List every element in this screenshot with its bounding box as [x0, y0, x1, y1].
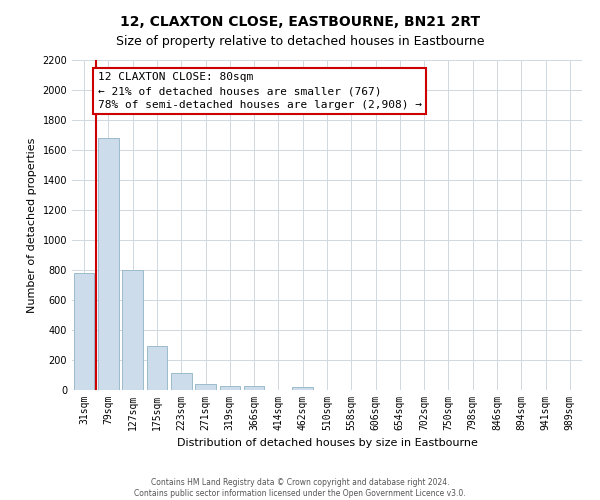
X-axis label: Distribution of detached houses by size in Eastbourne: Distribution of detached houses by size … [176, 438, 478, 448]
Bar [122, 270, 143, 390]
Text: 12, CLAXTON CLOSE, EASTBOURNE, BN21 2RT: 12, CLAXTON CLOSE, EASTBOURNE, BN21 2RT [120, 15, 480, 29]
Bar [195, 384, 216, 390]
Bar [220, 386, 240, 390]
Bar [244, 386, 265, 390]
Bar [74, 273, 94, 390]
Bar [98, 138, 119, 390]
Bar [292, 386, 313, 390]
Y-axis label: Number of detached properties: Number of detached properties [27, 138, 37, 312]
Text: Size of property relative to detached houses in Eastbourne: Size of property relative to detached ho… [116, 35, 484, 48]
Text: Contains HM Land Registry data © Crown copyright and database right 2024.
Contai: Contains HM Land Registry data © Crown c… [134, 478, 466, 498]
Text: 12 CLAXTON CLOSE: 80sqm
← 21% of detached houses are smaller (767)
78% of semi-d: 12 CLAXTON CLOSE: 80sqm ← 21% of detache… [97, 72, 421, 110]
Bar [171, 373, 191, 390]
Bar [146, 346, 167, 390]
